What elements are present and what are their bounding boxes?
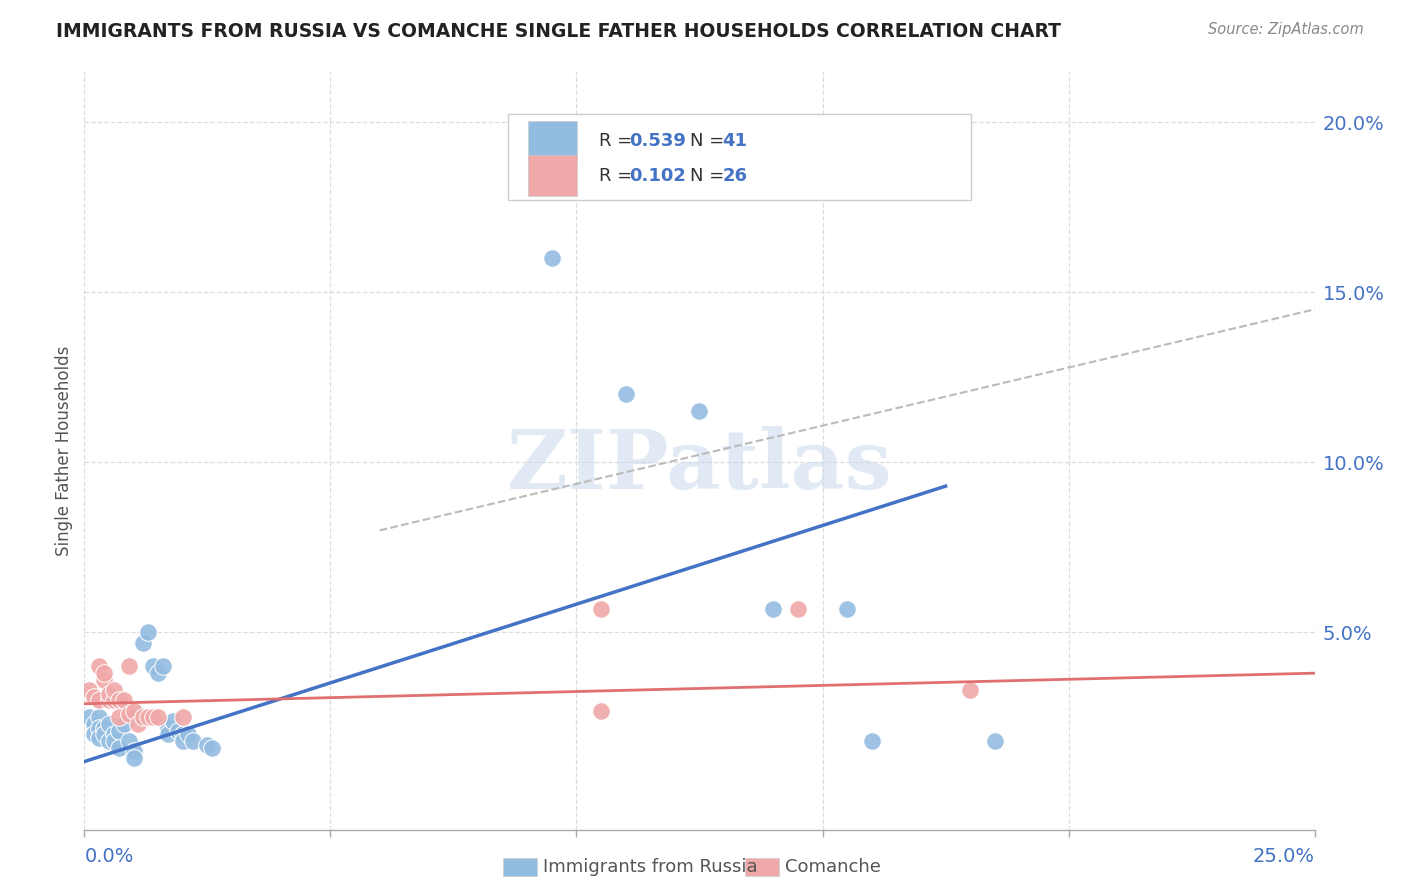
Point bbox=[172, 727, 194, 741]
Point bbox=[103, 693, 125, 707]
Text: 26: 26 bbox=[723, 167, 747, 185]
Point bbox=[128, 706, 150, 721]
Point bbox=[122, 704, 145, 718]
Point bbox=[689, 404, 711, 418]
Point bbox=[108, 723, 131, 738]
Point bbox=[118, 659, 141, 673]
Point bbox=[122, 744, 145, 758]
Point bbox=[79, 683, 101, 698]
Point bbox=[132, 710, 155, 724]
Point bbox=[87, 659, 111, 673]
Text: 0.0%: 0.0% bbox=[84, 847, 134, 865]
Text: ZIPatlas: ZIPatlas bbox=[506, 425, 893, 506]
Point bbox=[118, 734, 141, 748]
Point bbox=[138, 710, 160, 724]
Point bbox=[98, 734, 120, 748]
Text: Source: ZipAtlas.com: Source: ZipAtlas.com bbox=[1208, 22, 1364, 37]
Point bbox=[138, 625, 160, 640]
Text: Comanche: Comanche bbox=[785, 858, 880, 876]
Point bbox=[197, 738, 219, 752]
Point bbox=[93, 673, 115, 687]
Text: 41: 41 bbox=[723, 132, 747, 151]
Point bbox=[79, 710, 101, 724]
Point bbox=[83, 690, 105, 704]
Point bbox=[87, 693, 111, 707]
Text: R =: R = bbox=[599, 167, 637, 185]
Point bbox=[591, 704, 613, 718]
Point bbox=[83, 717, 105, 731]
Text: R =: R = bbox=[599, 132, 637, 151]
Point bbox=[108, 710, 131, 724]
Point bbox=[172, 710, 194, 724]
Point bbox=[142, 710, 165, 724]
Point bbox=[541, 252, 564, 266]
Point bbox=[177, 727, 200, 741]
Point bbox=[181, 734, 204, 748]
Point bbox=[837, 601, 859, 615]
Point bbox=[591, 601, 613, 615]
Text: 0.102: 0.102 bbox=[630, 167, 686, 185]
Point bbox=[122, 751, 145, 765]
Point bbox=[103, 683, 125, 698]
Text: N =: N = bbox=[690, 167, 730, 185]
Point bbox=[148, 710, 170, 724]
Point bbox=[128, 717, 150, 731]
Point bbox=[148, 666, 170, 681]
Point bbox=[157, 721, 180, 735]
Point bbox=[103, 734, 125, 748]
Point bbox=[103, 727, 125, 741]
Point bbox=[98, 687, 120, 701]
Point bbox=[157, 727, 180, 741]
Point bbox=[959, 683, 981, 698]
Text: N =: N = bbox=[690, 132, 730, 151]
Point bbox=[762, 601, 785, 615]
Point bbox=[83, 727, 105, 741]
Point bbox=[93, 727, 115, 741]
Point bbox=[201, 741, 224, 756]
Text: 0.539: 0.539 bbox=[630, 132, 686, 151]
Point bbox=[87, 721, 111, 735]
Point bbox=[108, 741, 131, 756]
Point bbox=[152, 659, 174, 673]
Point bbox=[112, 693, 135, 707]
Y-axis label: Single Father Households: Single Father Households bbox=[55, 345, 73, 556]
Text: 25.0%: 25.0% bbox=[1253, 847, 1315, 865]
Point bbox=[860, 734, 883, 748]
Point bbox=[93, 666, 115, 681]
Point bbox=[98, 693, 120, 707]
Point bbox=[93, 721, 115, 735]
Point bbox=[162, 714, 184, 728]
Point bbox=[787, 601, 810, 615]
Point bbox=[132, 635, 155, 649]
Point bbox=[98, 717, 120, 731]
Point bbox=[142, 659, 165, 673]
Point bbox=[87, 731, 111, 745]
Point bbox=[614, 387, 637, 401]
Point bbox=[108, 693, 131, 707]
Point bbox=[984, 734, 1007, 748]
Point bbox=[112, 717, 135, 731]
Point bbox=[118, 706, 141, 721]
Text: IMMIGRANTS FROM RUSSIA VS COMANCHE SINGLE FATHER HOUSEHOLDS CORRELATION CHART: IMMIGRANTS FROM RUSSIA VS COMANCHE SINGL… bbox=[56, 22, 1062, 41]
Point bbox=[166, 723, 188, 738]
Point bbox=[87, 710, 111, 724]
Point bbox=[172, 734, 194, 748]
Text: Immigrants from Russia: Immigrants from Russia bbox=[543, 858, 758, 876]
